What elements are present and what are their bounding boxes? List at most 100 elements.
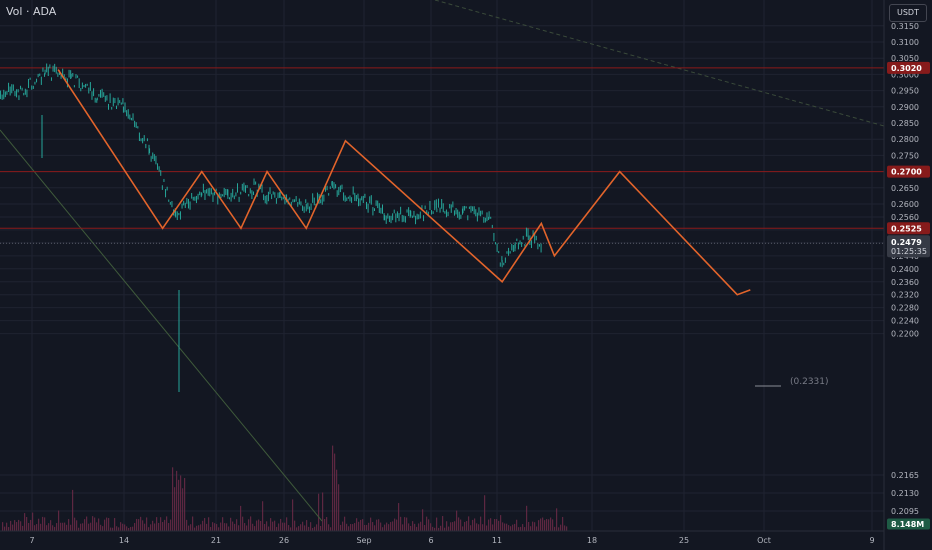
volume-bar	[300, 524, 302, 531]
price-tick-label: 0.2095	[891, 507, 919, 516]
volume-bar	[512, 524, 514, 531]
level-label: 0.2525	[891, 224, 922, 233]
volume-bar	[178, 479, 180, 531]
volume-bar	[108, 518, 110, 531]
volume-bar	[224, 523, 226, 531]
volume-bar	[280, 518, 282, 531]
volume-bar	[32, 512, 34, 531]
volume-bar	[150, 524, 152, 531]
volume-bar	[314, 526, 316, 531]
volume-bar	[4, 526, 6, 531]
volume-bar	[98, 518, 100, 531]
price-tick-label: 0.2750	[891, 151, 919, 160]
volume-bar	[376, 519, 378, 531]
volume-bar	[358, 521, 360, 531]
volume-bar	[342, 521, 344, 531]
volume-bar	[214, 523, 216, 531]
volume-bar	[290, 527, 292, 531]
volume-bar	[250, 516, 252, 531]
volume-bar	[446, 521, 448, 531]
volume-bar	[24, 513, 26, 531]
volume-bar	[286, 517, 288, 531]
volume-bar	[424, 525, 426, 531]
volume-bar	[128, 527, 130, 531]
volume-bar	[186, 519, 188, 531]
volume-label: 8.148M	[891, 520, 924, 529]
volume-bar	[546, 518, 548, 531]
price-tick-label: 0.2280	[891, 304, 919, 313]
volume-bar	[448, 526, 450, 531]
volume-bar	[394, 518, 396, 531]
time-tick-label: 25	[679, 536, 689, 545]
price-tick-label: 0.3150	[891, 22, 919, 31]
volume-bar	[226, 523, 228, 531]
volume-bar	[124, 524, 126, 531]
volume-bar	[278, 523, 280, 531]
price-tick-label: 0.2320	[891, 291, 919, 300]
volume-bar	[270, 518, 272, 531]
volume-bar	[484, 495, 486, 531]
volume-bar	[70, 524, 72, 531]
volume-bar	[434, 527, 436, 531]
volume-bar	[252, 523, 254, 531]
target-label: (0.2331)	[790, 377, 829, 387]
volume-bar	[170, 519, 172, 531]
volume-bar	[110, 527, 112, 531]
volume-bar	[316, 524, 318, 531]
volume-bar	[566, 526, 568, 531]
currency-button[interactable]: USDT	[889, 4, 927, 22]
volume-bar	[368, 522, 370, 531]
volume-bar	[206, 523, 208, 531]
volume-bar	[354, 523, 356, 531]
volume-bar	[276, 526, 278, 531]
volume-bar	[330, 527, 332, 531]
volume-bar	[20, 521, 22, 531]
volume-bar	[74, 517, 76, 531]
volume-bar	[148, 527, 150, 531]
volume-bar	[378, 519, 380, 531]
trend-line-descending	[0, 129, 323, 522]
chart-title: Vol · ADA	[6, 5, 57, 18]
volume-bar	[388, 524, 390, 531]
volume-bar	[438, 527, 440, 531]
volume-bar	[374, 525, 376, 531]
volume-bar	[18, 519, 20, 531]
volume-bar	[298, 526, 300, 531]
volume-bar	[492, 524, 494, 531]
volume-bar	[6, 522, 8, 531]
price-tick-label: 0.2950	[891, 87, 919, 96]
volume-bar	[258, 519, 260, 531]
volume-bar	[498, 520, 500, 531]
volume-bar	[2, 522, 4, 531]
volume-bar	[78, 527, 80, 531]
volume-bar	[416, 526, 418, 531]
time-tick-label: 6	[428, 536, 433, 545]
volume-bar	[500, 515, 502, 531]
time-axis[interactable]: 7 14 21 26 Sep 6 11 18 25 Oct 9	[0, 530, 884, 545]
volume-bar	[248, 519, 250, 531]
volume-bar	[338, 484, 340, 531]
volume-bar	[260, 520, 262, 531]
volume-bar	[540, 518, 542, 531]
volume-bar	[196, 525, 198, 531]
volume-bar	[470, 525, 472, 531]
price-tick-label: 0.2360	[891, 278, 919, 287]
volume-bar	[510, 526, 512, 531]
volume-bar	[240, 505, 242, 531]
volume-bar	[292, 499, 294, 531]
volume-bar	[386, 522, 388, 531]
volume-bar	[532, 521, 534, 531]
time-tick-label: 21	[211, 536, 221, 545]
volume-bar	[62, 522, 64, 531]
volume-bar	[404, 517, 406, 531]
volume-bar	[516, 519, 518, 531]
level-label: 0.2700	[891, 168, 922, 177]
volume-bar	[12, 524, 14, 531]
volume-bar	[396, 519, 398, 531]
volume-bar	[458, 517, 460, 531]
volume-bar	[380, 522, 382, 531]
volume-bar	[152, 520, 154, 531]
volume-bar	[372, 522, 374, 531]
